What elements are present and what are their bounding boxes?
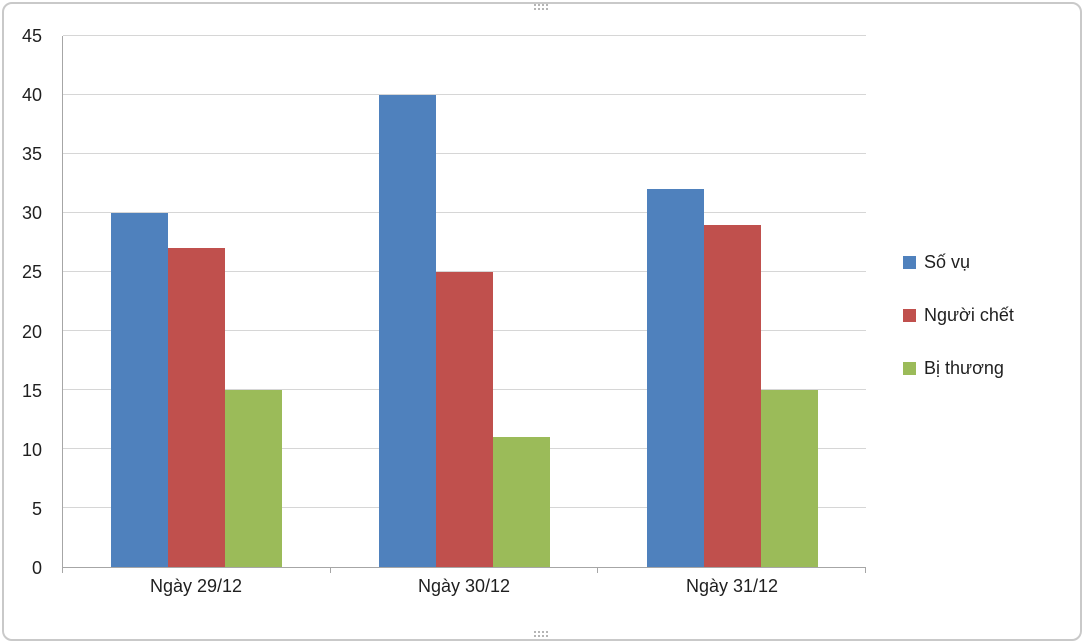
x-category-label[interactable]: Ngày 31/12 (685, 576, 779, 596)
legend-entry[interactable]: Số vụ (903, 252, 1014, 273)
legend-swatch (903, 362, 916, 375)
resize-handle-top[interactable] (534, 4, 550, 12)
y-axis: 0 5 10 15 20 25 30 35 40 45 (0, 27, 54, 577)
bar[interactable] (703, 224, 761, 567)
y-tick-label[interactable]: 45 (21, 26, 42, 46)
x-axis-tick (597, 567, 599, 573)
x-axis-tick (62, 567, 63, 573)
bar-group (598, 36, 866, 567)
gridline (63, 35, 866, 36)
legend-swatch (903, 309, 916, 322)
bar[interactable] (111, 213, 169, 567)
x-axis-tick (329, 567, 331, 573)
legend-label: Người chết (924, 305, 1014, 325)
bar[interactable] (646, 189, 704, 567)
gridline (63, 212, 866, 213)
legend-entry[interactable]: Bị thương (903, 358, 1014, 379)
y-tick-label[interactable]: 20 (21, 321, 42, 342)
y-tick-label[interactable]: 0 (31, 558, 42, 578)
bar-group (63, 36, 331, 567)
plot-area[interactable] (62, 35, 866, 573)
y-tick-label[interactable]: 30 (21, 203, 42, 224)
y-tick-label[interactable]: 10 (21, 439, 42, 460)
gridline (63, 94, 866, 95)
x-category-label[interactable]: Ngày 29/12 (149, 576, 243, 596)
y-tick-label[interactable]: 5 (31, 498, 42, 519)
gridline (63, 271, 866, 272)
x-axis-labels: Ngày 29/12 Ngày 30/12 Ngày 31/12 (62, 576, 866, 597)
x-axis-tick (865, 567, 866, 573)
x-category-label[interactable]: Ngày 30/12 (417, 576, 511, 596)
legend[interactable]: Số vụ Người chết Bị thương (903, 252, 1014, 379)
legend-label: Số vụ (924, 252, 971, 272)
resize-handle-bottom[interactable] (534, 631, 550, 639)
legend-swatch (903, 256, 916, 269)
y-tick-label[interactable]: 25 (21, 262, 42, 283)
y-tick-label[interactable]: 15 (21, 380, 42, 401)
bar[interactable] (493, 437, 550, 567)
y-tick-label[interactable]: 40 (21, 85, 42, 106)
bar-group (331, 36, 599, 567)
bar[interactable] (379, 95, 436, 567)
legend-label: Bị thương (924, 358, 1004, 378)
gridline (63, 153, 866, 154)
bar[interactable] (225, 390, 283, 567)
y-tick-label[interactable]: 35 (21, 144, 42, 165)
bar[interactable] (168, 248, 226, 567)
legend-entry[interactable]: Người chết (903, 305, 1014, 326)
bar[interactable] (760, 390, 818, 567)
bar[interactable] (436, 272, 493, 567)
